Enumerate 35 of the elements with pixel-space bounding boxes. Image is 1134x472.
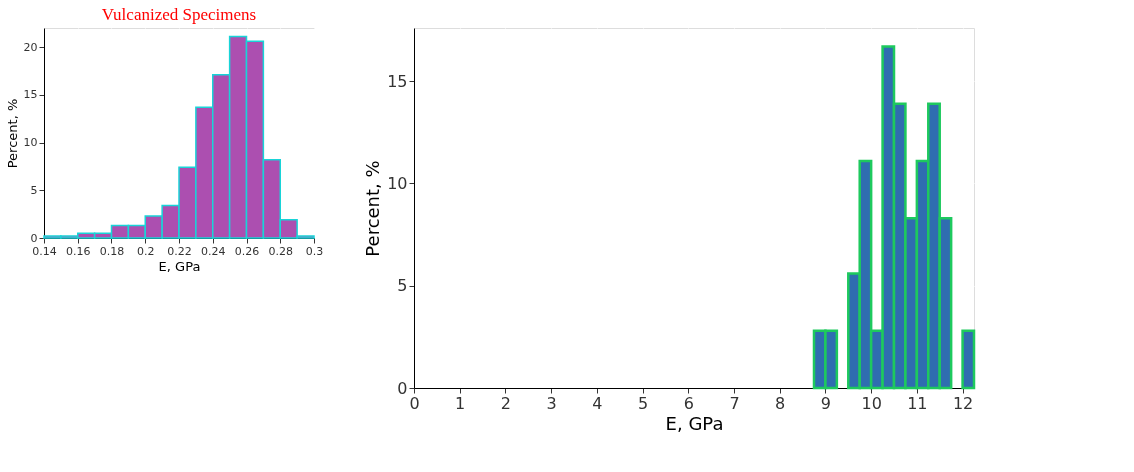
y-tick-label: 10 <box>387 173 408 193</box>
chart-title: Vulcanized Specimens <box>101 5 257 24</box>
x-tick-label: 3 <box>546 393 557 413</box>
x-tick-label: 0.16 <box>66 244 91 258</box>
x-tick-label: 2 <box>500 393 512 413</box>
x-tick-label: 7 <box>729 393 740 413</box>
y-tick-label: 15 <box>387 71 408 91</box>
y-tick-label: 10 <box>23 136 38 150</box>
x-tick-label: 0.14 <box>32 244 57 258</box>
x-tick-label: 0.2 <box>137 244 155 258</box>
x-tick-label: 6 <box>683 393 694 413</box>
y-tick-label: 20 <box>23 40 38 54</box>
x-tick-label: 12 <box>952 393 974 413</box>
x-tick-label: 0.26 <box>234 244 260 258</box>
x-tick-label: 0.18 <box>99 244 125 258</box>
x-tick-label: 0.24 <box>201 244 226 258</box>
y-tick-label: 5 <box>30 183 38 197</box>
x-tick-label: 4 <box>592 393 603 413</box>
y-axis-title: Percent, % <box>362 160 384 257</box>
y-axis-title: Percent, % <box>4 98 20 169</box>
x-tick-label: 0.22 <box>167 244 192 258</box>
y-tick-label: 5 <box>397 276 408 296</box>
y-tick-label: 0 <box>397 378 408 398</box>
x-axis-title: E, GPa <box>158 258 201 274</box>
y-tick-label: 15 <box>23 88 38 102</box>
x-tick-label: 0.28 <box>268 244 293 258</box>
x-tick-label: 0.3 <box>305 244 324 258</box>
y-tick-label: 0 <box>30 231 38 245</box>
x-tick-label: 9 <box>820 393 832 413</box>
x-tick-label: 8 <box>775 393 786 413</box>
x-tick-label: 11 <box>907 393 928 413</box>
x-axis-title: E, GPa <box>665 412 724 434</box>
x-tick-label: 1 <box>455 393 466 413</box>
x-tick-label: 5 <box>637 393 649 413</box>
x-tick-label: 10 <box>861 393 882 413</box>
